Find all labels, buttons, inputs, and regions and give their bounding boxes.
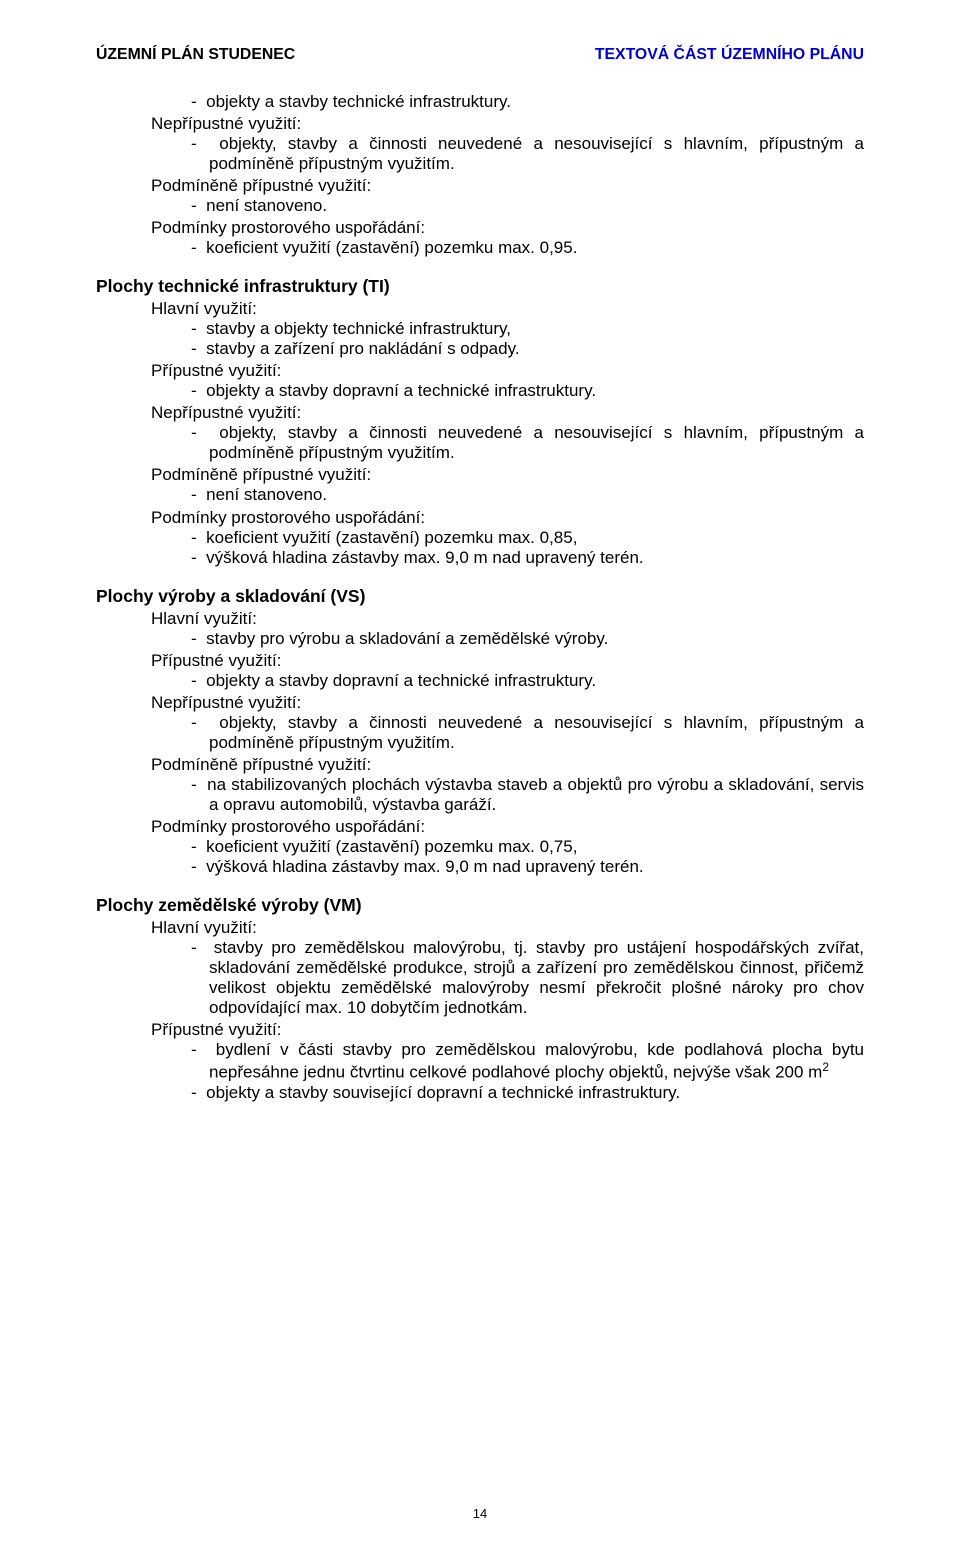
list-item: na stabilizovaných plochách výstavba sta…	[191, 775, 864, 815]
list-item: objekty a stavby dopravní a technické in…	[191, 671, 864, 691]
list-item: objekty a stavby dopravní a technické in…	[191, 381, 864, 401]
dash-list: objekty a stavby dopravní a technické in…	[191, 671, 864, 691]
list-item: objekty a stavby technické infrastruktur…	[191, 92, 864, 112]
subsection-label: Přípustné využití:	[151, 651, 864, 671]
list-item: výšková hladina zástavby max. 9,0 m nad …	[191, 548, 864, 568]
subsection-label: Podmíněně přípustné využití:	[151, 755, 864, 775]
dash-list: stavby pro výrobu a skladování a zeměděl…	[191, 629, 864, 649]
list-item: stavby a zařízení pro nakládání s odpady…	[191, 339, 864, 359]
list-item: koeficient využití (zastavění) pozemku m…	[191, 238, 864, 258]
dash-list: bydlení v části stavby pro zemědělskou m…	[191, 1040, 864, 1103]
list-item: stavby a objekty technické infrastruktur…	[191, 319, 864, 339]
list-item: bydlení v části stavby pro zemědělskou m…	[191, 1040, 864, 1083]
list-item: není stanoveno.	[191, 196, 864, 216]
section-title: Plochy výroby a skladování (VS)	[96, 586, 864, 607]
dash-list: objekty, stavby a činnosti neuvedené a n…	[191, 134, 864, 174]
list-item: objekty, stavby a činnosti neuvedené a n…	[191, 713, 864, 753]
header-right: TEXTOVÁ ČÁST ÚZEMNÍHO PLÁNU	[595, 46, 864, 64]
subsection-label: Hlavní využití:	[151, 918, 864, 938]
subsection-label: Nepřípustné využití:	[151, 403, 864, 423]
page-body: objekty a stavby technické infrastruktur…	[96, 92, 864, 1103]
list-item: stavby pro zemědělskou malovýrobu, tj. s…	[191, 938, 864, 1018]
subsection-label: Nepřípustné využití:	[151, 114, 864, 134]
list-item: objekty, stavby a činnosti neuvedené a n…	[191, 134, 864, 174]
dash-list: koeficient využití (zastavění) pozemku m…	[191, 238, 864, 258]
list-item: objekty, stavby a činnosti neuvedené a n…	[191, 423, 864, 463]
list-item: koeficient využití (zastavění) pozemku m…	[191, 837, 864, 857]
subsection-label: Podmínky prostorového uspořádání:	[151, 218, 864, 238]
dash-list: koeficient využití (zastavění) pozemku m…	[191, 528, 864, 568]
list-item: objekty a stavby související dopravní a …	[191, 1083, 864, 1103]
dash-list: objekty a stavby technické infrastruktur…	[191, 92, 864, 112]
subsection-label: Přípustné využití:	[151, 361, 864, 381]
subsection-label: Hlavní využití:	[151, 299, 864, 319]
subsection-label: Nepřípustné využití:	[151, 693, 864, 713]
document-page: ÚZEMNÍ PLÁN STUDENEC TEXTOVÁ ČÁST ÚZEMNÍ…	[0, 0, 960, 1545]
header-left: ÚZEMNÍ PLÁN STUDENEC	[96, 46, 295, 64]
dash-list: objekty a stavby dopravní a technické in…	[191, 381, 864, 401]
list-item: koeficient využití (zastavění) pozemku m…	[191, 528, 864, 548]
subsection-label: Hlavní využití:	[151, 609, 864, 629]
section-title: Plochy zemědělské výroby (VM)	[96, 895, 864, 916]
list-item: není stanoveno.	[191, 485, 864, 505]
section-title: Plochy technické infrastruktury (TI)	[96, 276, 864, 297]
subsection-label: Podmíněně přípustné využití:	[151, 465, 864, 485]
dash-list: objekty, stavby a činnosti neuvedené a n…	[191, 713, 864, 753]
dash-list: není stanoveno.	[191, 485, 864, 505]
subsection-label: Podmíněně přípustné využití:	[151, 176, 864, 196]
dash-list: není stanoveno.	[191, 196, 864, 216]
subsection-label: Podmínky prostorového uspořádání:	[151, 508, 864, 528]
subsection-label: Přípustné využití:	[151, 1020, 864, 1040]
page-number: 14	[0, 1506, 960, 1521]
list-item: výšková hladina zástavby max. 9,0 m nad …	[191, 857, 864, 877]
list-item: stavby pro výrobu a skladování a zeměděl…	[191, 629, 864, 649]
page-header: ÚZEMNÍ PLÁN STUDENEC TEXTOVÁ ČÁST ÚZEMNÍ…	[96, 46, 864, 64]
subsection-label: Podmínky prostorového uspořádání:	[151, 817, 864, 837]
dash-list: objekty, stavby a činnosti neuvedené a n…	[191, 423, 864, 463]
dash-list: stavby a objekty technické infrastruktur…	[191, 319, 864, 359]
dash-list: na stabilizovaných plochách výstavba sta…	[191, 775, 864, 815]
dash-list: koeficient využití (zastavění) pozemku m…	[191, 837, 864, 877]
dash-list: stavby pro zemědělskou malovýrobu, tj. s…	[191, 938, 864, 1018]
